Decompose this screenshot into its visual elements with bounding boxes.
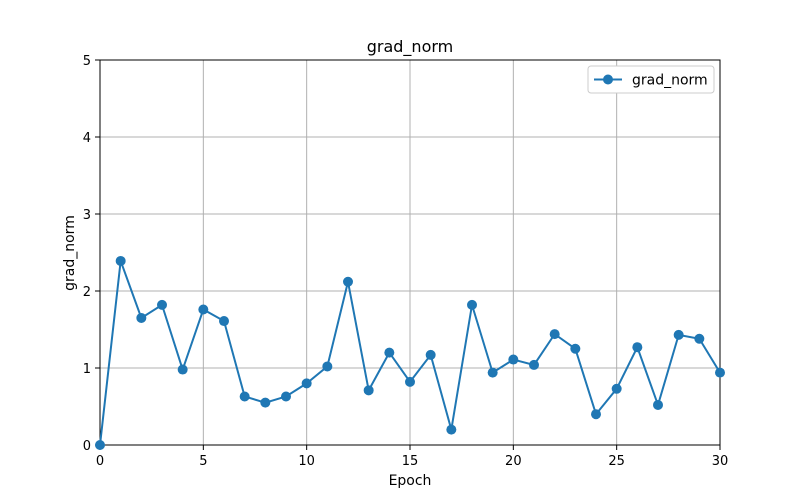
data-point-0-9: [281, 391, 291, 402]
data-point-0-17: [446, 424, 457, 435]
x-tick-label-6: 30: [712, 454, 729, 469]
data-point-0-18: [467, 299, 477, 310]
data-point-0-2: [136, 312, 147, 323]
y-tick-label-2: 2: [83, 285, 91, 300]
data-point-0-8: [260, 397, 271, 408]
legend-marker: [603, 74, 613, 85]
x-tick-label-1: 5: [199, 454, 207, 469]
data-point-0-20: [508, 354, 519, 365]
data-point-0-5: [198, 304, 209, 315]
data-point-0-1: [115, 255, 126, 266]
data-point-0-27: [653, 399, 663, 410]
data-point-0-26: [632, 342, 643, 353]
data-point-0-22: [549, 329, 560, 340]
y-axis-label: grad_norm: [62, 215, 78, 291]
data-point-0-12: [343, 276, 353, 287]
x-axis-label: Epoch: [389, 473, 432, 489]
data-point-0-24: [591, 409, 601, 420]
data-point-0-19: [487, 367, 498, 378]
data-point-0-28: [673, 329, 684, 340]
y-tick-label-5: 5: [83, 54, 91, 69]
data-point-0-25: [611, 383, 622, 394]
data-point-0-30: [715, 367, 725, 378]
legend: grad_norm: [587, 65, 715, 94]
legend-box: [587, 65, 715, 94]
data-point-0-21: [529, 359, 539, 370]
data-point-0-23: [570, 343, 581, 354]
data-point-0-29: [694, 333, 705, 344]
grid-lines: [100, 60, 720, 445]
data-point-0-13: [363, 385, 374, 396]
axes: 0 5 10 15 20 25 30 0 1 2 3 4 5: [83, 54, 729, 469]
data-point-0-7: [239, 391, 250, 402]
data-point-0-4: [177, 364, 188, 375]
legend-label: grad_norm: [632, 73, 708, 89]
data-point-0-11: [322, 361, 333, 372]
data-point-0-3: [157, 299, 167, 310]
x-tick-label-5: 25: [608, 454, 625, 469]
data-point-0-15: [405, 376, 415, 387]
y-tick-label-0: 0: [83, 439, 91, 454]
data-point-0-0: [95, 440, 105, 450]
y-tick-label-3: 3: [83, 208, 91, 223]
chart-title: grad_norm: [367, 37, 454, 57]
data-point-0-16: [425, 349, 436, 360]
series-layer: [95, 255, 725, 450]
data-point-0-6: [219, 316, 229, 327]
x-tick-label-2: 10: [298, 454, 315, 469]
x-tick-label-4: 20: [505, 454, 522, 469]
x-tick-label-0: 0: [96, 454, 104, 469]
x-tick-label-3: 15: [402, 454, 419, 469]
data-point-0-14: [384, 347, 395, 358]
y-tick-label-4: 4: [83, 131, 91, 146]
data-point-0-10: [301, 378, 312, 389]
y-tick-label-1: 1: [83, 362, 91, 377]
